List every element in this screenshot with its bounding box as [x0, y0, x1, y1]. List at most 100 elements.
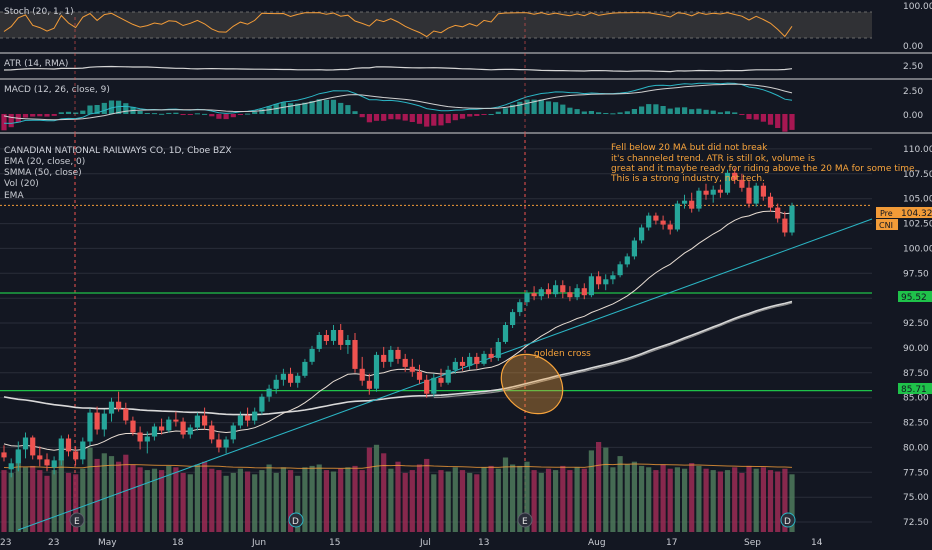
event-markers[interactable]: E D E D [69, 512, 796, 528]
macd-histogram-bar [424, 114, 430, 127]
macd-histogram-bar [252, 111, 258, 114]
date-label: 23 [48, 538, 59, 548]
price-tick: 107.50 [903, 170, 932, 180]
candle-body [87, 412, 93, 442]
volume-bar [517, 465, 523, 532]
pre-value-box [898, 207, 932, 218]
candle-body [302, 361, 308, 376]
volume-bar [395, 461, 401, 532]
volume-bar [216, 470, 222, 532]
volume-bar [682, 468, 688, 532]
volume-bar [452, 467, 458, 532]
candle-body [689, 200, 695, 209]
candle-body [388, 349, 394, 362]
candle-body [531, 293, 537, 297]
earnings-marker[interactable] [69, 512, 85, 528]
golden-cross-ellipse[interactable] [489, 342, 574, 426]
volume-bar [646, 467, 652, 532]
macd-histogram-bar [553, 102, 559, 114]
volume-bar [381, 453, 387, 533]
volume-bar [80, 468, 86, 532]
volume-bar [574, 467, 580, 532]
candle-body [409, 366, 415, 372]
candle-body [452, 361, 458, 370]
macd-histogram-bar [330, 99, 337, 114]
candle-body [173, 419, 179, 422]
date-label: 13 [478, 538, 489, 548]
candle-body [545, 289, 552, 295]
macd-histogram-bar [560, 104, 566, 114]
candle-body [588, 276, 594, 296]
atr-legend: ATR (14, RMA) [4, 59, 68, 69]
candle-body [538, 289, 544, 297]
volume-bar [137, 467, 143, 532]
volume-bar [553, 470, 559, 532]
candle-body [266, 388, 272, 397]
candle-body [703, 190, 709, 195]
date-label: 18 [172, 538, 184, 548]
macd-histogram-bar [474, 114, 480, 116]
macd-histogram-bar [653, 104, 659, 114]
volume-bar [159, 470, 165, 532]
macd-histogram-bar [603, 113, 609, 114]
macd-histogram-bar [288, 103, 294, 114]
level-low-box [898, 383, 932, 394]
macd-histogram-bar [488, 114, 494, 115]
volume-bar [710, 470, 716, 532]
macd-histogram-bar [237, 114, 243, 115]
candle-body [782, 218, 788, 233]
time-axis[interactable]: 23 23 May 18 Jun 15 Jul 13 Aug 17 Sep 14 [0, 538, 823, 548]
chart-title: CANADIAN NATIONAL RAILWAYS CO, 1D, Cboe … [4, 146, 232, 156]
macd-histogram-bar [173, 112, 179, 114]
date-label: Jul [419, 538, 431, 548]
candle-body [653, 215, 659, 221]
volume-bar [717, 471, 723, 532]
macd-histogram-bar [617, 112, 623, 114]
candle-body [517, 302, 523, 313]
volume-bar [202, 461, 208, 532]
volume-bar [624, 464, 630, 532]
volume-bar [388, 468, 394, 532]
volume-bar [660, 464, 666, 532]
macd-histogram-bar [682, 107, 688, 114]
volume-bar [180, 472, 186, 532]
volume-bar [510, 464, 516, 532]
macd-histogram-bar [724, 111, 731, 114]
price-tick: 100.00 [903, 244, 932, 254]
price-tick: 72.50 [903, 518, 929, 528]
stoch-tick: 100.00 [903, 2, 932, 12]
volume-bar [30, 465, 36, 532]
candle-body [166, 419, 172, 431]
macd-histogram-bar [373, 114, 380, 121]
macd-histogram-bar [395, 114, 401, 120]
volume-bar [431, 474, 437, 532]
candle-body [739, 179, 745, 188]
annotation-note[interactable]: Fell below 20 MA but did not break it's … [610, 143, 917, 184]
macd-histogram-bar [588, 111, 594, 114]
macd-line [3, 82, 793, 124]
dividend-marker[interactable] [288, 512, 304, 528]
candle-body [617, 264, 623, 276]
dividend-marker[interactable] [780, 512, 796, 528]
macd-histogram-bar [746, 114, 752, 120]
candle-body [775, 207, 781, 219]
volume-bar [617, 456, 623, 532]
volume-bar [459, 470, 466, 532]
macd-histogram-bar [381, 114, 387, 121]
volume-bar [288, 470, 294, 532]
candle-body [80, 441, 86, 460]
candle-body [130, 420, 136, 433]
volume-bar [166, 465, 172, 532]
candle-body [280, 373, 286, 380]
macd-histogram-bar [144, 113, 150, 114]
macd-histogram-bar [137, 111, 143, 114]
macd-histogram-bar [739, 114, 745, 115]
trendline[interactable] [17, 218, 873, 531]
volume-bar [101, 453, 107, 533]
earnings-marker[interactable] [517, 512, 533, 528]
candle-body [474, 356, 480, 364]
volume-bars [1, 442, 795, 533]
volume-bar [775, 471, 781, 532]
